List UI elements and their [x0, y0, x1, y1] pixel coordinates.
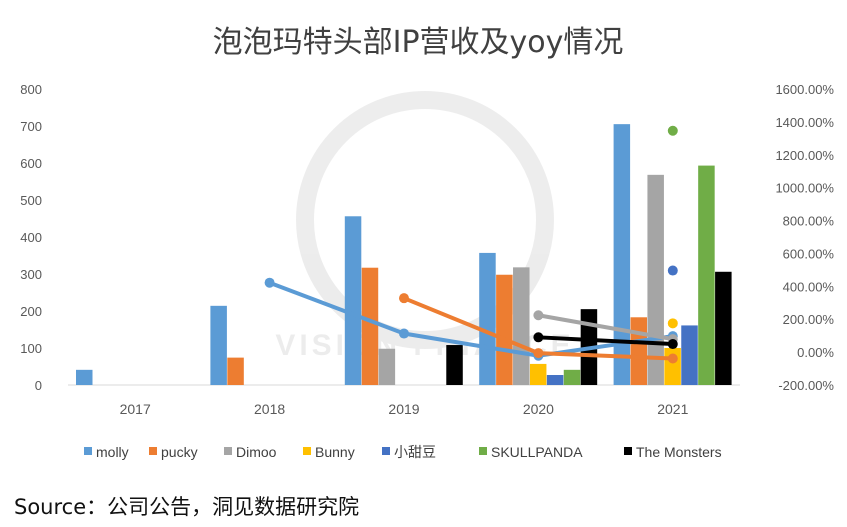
chart-title: 泡泡玛特头部IP营收及yoy情况 — [213, 25, 624, 60]
left-tick-label: 300 — [20, 267, 42, 282]
legend-swatch-The Monsters — [624, 447, 632, 455]
bar-Dimoo-2020 — [513, 267, 530, 385]
yoy-point-Bunny — [667, 318, 678, 329]
bar-pucky-2018 — [227, 357, 244, 385]
bar-pucky-2021 — [630, 317, 648, 385]
left-tick-label: 700 — [20, 119, 42, 134]
legend-label: pucky — [161, 444, 198, 460]
left-tick-label: 600 — [20, 156, 42, 171]
bar-molly-2021 — [613, 124, 631, 386]
legend-swatch-pucky — [149, 447, 157, 455]
bar-SKULLPANDA-2020 — [563, 369, 581, 385]
yoy-line-Dimoo — [536, 313, 675, 342]
yoy-point-The Monsters — [533, 332, 544, 343]
right-tick-label: -200.00% — [778, 378, 834, 393]
right-tick-label: 800.00% — [783, 214, 835, 229]
bar-pucky-2020 — [496, 274, 513, 385]
bar-Bunny-2020 — [529, 363, 547, 385]
x-tick-label: 2017 — [120, 401, 151, 417]
right-tick-label: 400.00% — [783, 279, 835, 294]
source-note: Source：公司公告，洞见数据研究院 — [14, 495, 359, 519]
legend-swatch-SKULLPANDA — [479, 447, 487, 455]
left-tick-label: 0 — [35, 378, 42, 393]
left-tick-label: 100 — [20, 341, 42, 356]
watermark-text: VISION FINANCE — [275, 329, 574, 362]
yoy-line-molly — [267, 280, 675, 358]
legend-label: molly — [96, 444, 129, 460]
yoy-line-The Monsters — [536, 335, 675, 347]
right-tick-label: 1400.00% — [775, 115, 834, 130]
legend-label: SKULLPANDA — [491, 444, 583, 460]
legend-label: Dimoo — [236, 444, 277, 460]
bar-The Monsters-2019 — [446, 345, 463, 385]
legend-label: 小甜豆 — [394, 444, 436, 460]
legend-label: Bunny — [315, 444, 355, 460]
yoy-point-Dimoo — [533, 310, 544, 321]
legend-label: The Monsters — [636, 444, 722, 460]
x-axis: 2017 2018 2019 2020 2021 — [120, 401, 689, 417]
yoy-point-SKULLPANDA — [667, 125, 678, 136]
right-tick-label: 200.00% — [783, 312, 835, 327]
bars — [76, 124, 732, 386]
left-axis: 0 100 200 300 400 500 600 700 800 — [20, 82, 42, 393]
right-tick-label: 0.00% — [797, 345, 834, 360]
bar-Dimoo-2019 — [378, 348, 396, 385]
bar-molly-2019 — [344, 216, 362, 385]
x-tick-label: 2019 — [388, 401, 419, 417]
bar-molly-2018 — [210, 305, 227, 385]
bar-molly-2020 — [479, 252, 496, 385]
right-tick-label: 1200.00% — [775, 148, 834, 163]
left-tick-label: 400 — [20, 230, 42, 245]
right-tick-label: 1600.00% — [775, 82, 834, 97]
bar-Dimoo-2021 — [647, 174, 664, 385]
left-tick-label: 200 — [20, 304, 42, 319]
x-tick-label: 2021 — [657, 401, 688, 417]
legend-swatch-Bunny — [303, 447, 311, 455]
right-tick-label: 1000.00% — [775, 181, 834, 196]
right-axis: -200.00% 0.00% 200.00% 400.00% 600.00% 800.00… — [775, 82, 834, 393]
bar-小甜豆-2020 — [546, 375, 564, 385]
yoy-point-The Monsters — [667, 339, 678, 350]
x-tick-label: 2018 — [254, 401, 285, 417]
bar-SKULLPANDA-2021 — [698, 165, 715, 385]
right-tick-label: 600.00% — [783, 246, 835, 261]
legend-swatch-Dimoo — [224, 447, 232, 455]
yoy-point-molly — [399, 328, 409, 339]
bar-molly-2017 — [76, 369, 93, 385]
bar-小甜豆-2021 — [681, 325, 698, 385]
watermark: VISION FINANCE — [275, 91, 574, 362]
left-tick-label: 500 — [20, 193, 42, 208]
yoy-point-pucky — [667, 353, 678, 364]
bar-pucky-2019 — [361, 267, 379, 385]
legend: molly pucky Dimoo Bunny 小甜豆 SKULLPANDA The Mon… — [84, 444, 722, 460]
yoy-point-pucky — [533, 348, 544, 359]
legend-swatch-小甜豆 — [382, 447, 390, 455]
yoy-point-molly — [264, 277, 275, 288]
left-tick-label: 800 — [20, 82, 42, 97]
bar-The Monsters-2021 — [715, 271, 732, 385]
legend-swatch-molly — [84, 447, 92, 455]
yoy-point-pucky — [399, 293, 409, 304]
yoy-point-小甜豆 — [667, 265, 678, 276]
yoy-lines — [264, 125, 678, 364]
x-tick-label: 2020 — [523, 401, 554, 417]
